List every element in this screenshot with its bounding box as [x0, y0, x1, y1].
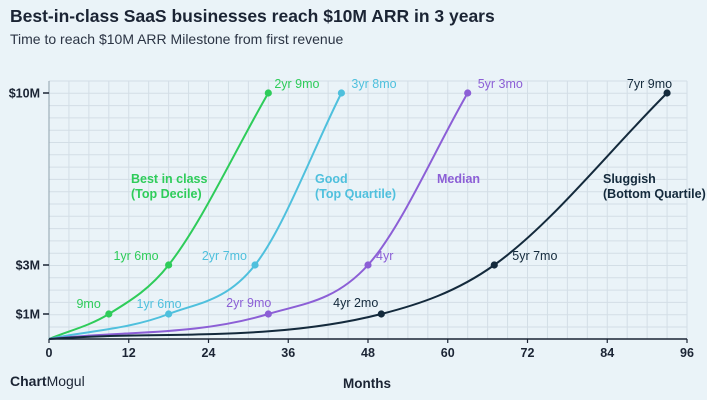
milestone-label: 2yr 9mo: [274, 77, 319, 91]
x-tick-label: 24: [202, 346, 216, 360]
series-line: [48, 92, 270, 340]
milestone-label: 2yr 9mo: [226, 296, 271, 310]
milestone-label: 4yr: [376, 249, 393, 263]
milestone-point: [105, 310, 113, 318]
series-line: [48, 92, 668, 340]
milestone-point: [663, 89, 671, 97]
series-line: [48, 92, 343, 340]
milestone-point: [337, 89, 346, 97]
x-tick-label: 36: [281, 346, 295, 360]
series-label: (Bottom Quartile): [603, 187, 706, 201]
x-axis-label: Months: [343, 376, 391, 391]
milestone-point: [165, 310, 173, 318]
x-tick-label: 84: [600, 346, 614, 360]
series-label: Median: [437, 172, 480, 186]
series-4: 4yr 2mo 5yr 7mo 7yr 9mo Sluggish(Bottom Qua…: [48, 77, 706, 340]
y-tick-label: $3M: [16, 259, 40, 273]
x-tick-label: 48: [361, 346, 375, 360]
milestone-label: 5yr 3mo: [478, 77, 523, 91]
chart-subtitle: Time to reach $10M ARR Milestone from fi…: [10, 31, 344, 47]
milestone-point: [251, 261, 259, 269]
milestone-label: 1yr 6mo: [113, 249, 158, 263]
milestone-point: [490, 261, 498, 269]
brand-logo-chart: Chart: [10, 373, 47, 389]
x-tick-label: 96: [680, 346, 694, 360]
milestone-label: 5yr 7mo: [512, 249, 557, 263]
brand-logo: ChartMogul: [10, 373, 85, 389]
y-tick-label: $10M: [9, 87, 40, 101]
series-3: 2yr 9mo 4yr 5yr 3mo Median: [48, 77, 523, 340]
milestone-point: [165, 261, 173, 269]
milestone-point: [364, 261, 372, 269]
milestone-point: [464, 89, 472, 97]
series-label: Sluggish: [603, 172, 656, 186]
chart-title: Best-in-class SaaS businesses reach $10M…: [10, 6, 495, 26]
gridlines: [48, 80, 688, 339]
series-label: (Top Decile): [131, 187, 202, 201]
milestone-point: [377, 310, 385, 318]
series-label: (Top Quartile): [315, 187, 396, 201]
x-tick-label: 60: [441, 346, 455, 360]
milestone-point: [264, 89, 272, 97]
x-tick-label: 72: [521, 346, 535, 360]
milestone-label: 7yr 9mo: [627, 77, 672, 91]
series-2: 1yr 6mo 2yr 7mo 3yr 8mo Good(Top Quartile): [48, 77, 397, 340]
milestone-label: 2yr 7mo: [202, 249, 247, 263]
milestone-label: 1yr 6mo: [136, 297, 181, 311]
series-label: Good: [315, 172, 348, 186]
series-line: [48, 92, 469, 340]
x-tick-label: 0: [46, 346, 53, 360]
brand-logo-mogul: Mogul: [46, 373, 85, 389]
milestone-label: 3yr 8mo: [351, 77, 396, 91]
y-tick-label: $1M: [16, 308, 40, 322]
milestone-label: 9mo: [76, 297, 100, 311]
milestone-label: 4yr 2mo: [333, 296, 378, 310]
x-tick-label: 12: [122, 346, 136, 360]
series-label: Best in class: [131, 172, 207, 186]
series-1: 9mo 1yr 6mo 2yr 9mo Best in class(Top Decil…: [48, 77, 320, 340]
milestone-point: [264, 310, 272, 318]
